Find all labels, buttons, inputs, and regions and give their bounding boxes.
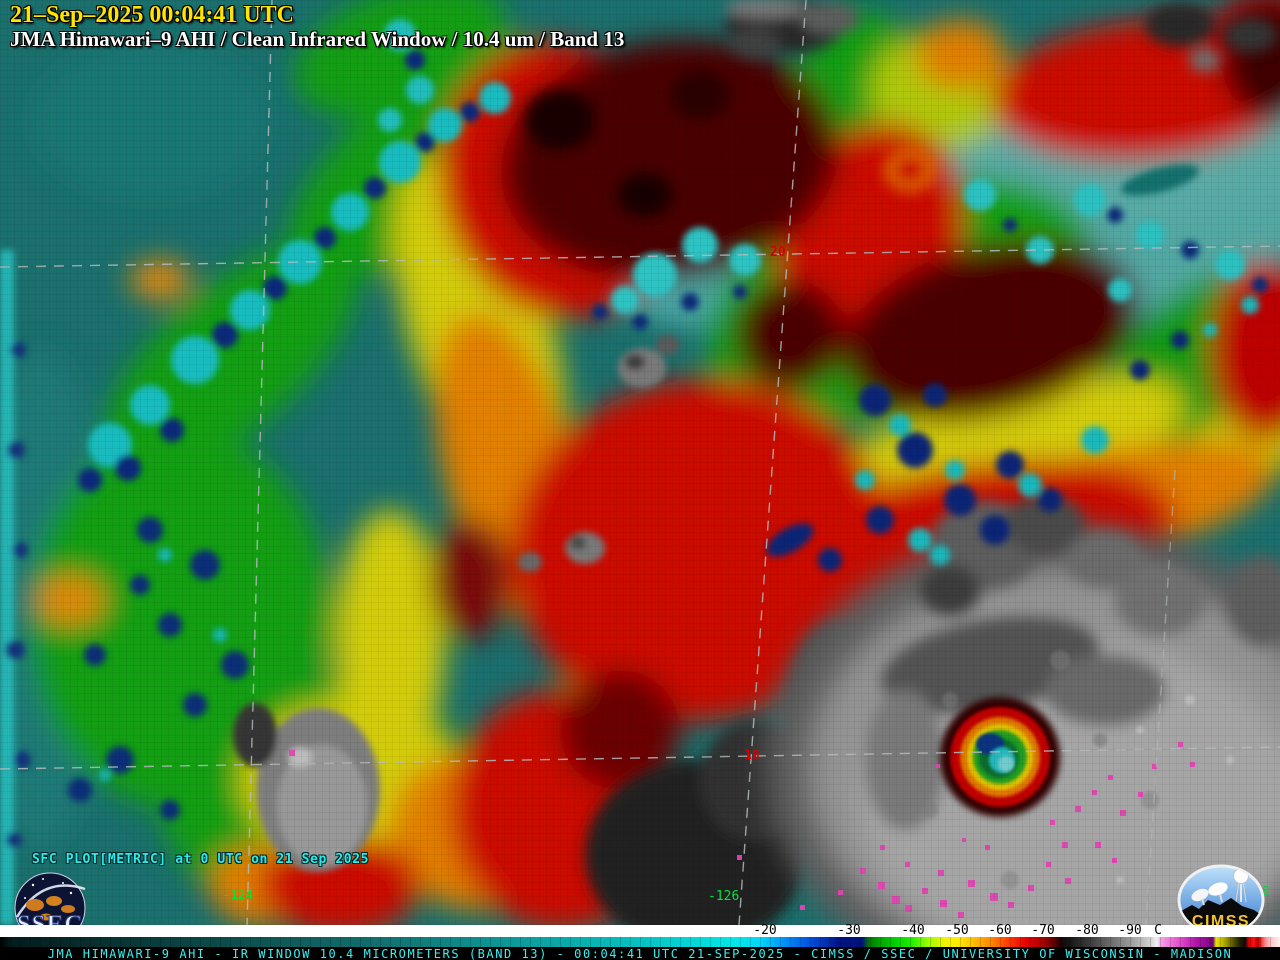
colorbar-tick: -60 bbox=[988, 923, 1012, 938]
colorbar-tick: -50 bbox=[945, 923, 969, 938]
colorbar-tick: -30 bbox=[837, 923, 861, 938]
colorbar-tick: -80 bbox=[1075, 923, 1099, 938]
timestamp: 21–Sep–2025 00:04:41 UTC bbox=[10, 2, 295, 28]
cimss-logo-art bbox=[1180, 868, 1262, 925]
colorbar-unit: C bbox=[1154, 923, 1162, 938]
cimss-logo-text: CIMSS bbox=[1192, 913, 1250, 925]
sfc-plot-label: SFC PLOT[METRIC] at 0 UTC on 21 Sep 2025 bbox=[32, 852, 370, 867]
longitude-128-line bbox=[1145, 469, 1176, 925]
page-title: JMA Himawari–9 AHI / Clean Infrared Wind… bbox=[10, 27, 625, 51]
colorbar-tick: -20 bbox=[753, 923, 777, 938]
latitude-20-line bbox=[0, 245, 1280, 268]
image-grain bbox=[0, 0, 1280, 925]
ssec-logo-text: SSEC bbox=[17, 911, 84, 925]
colorbar-tick: -90 bbox=[1118, 923, 1142, 938]
colorbar-tick: -70 bbox=[1031, 923, 1055, 938]
latitude-18-line bbox=[0, 746, 1280, 770]
ssec-logo-globe bbox=[15, 878, 86, 921]
satellite-image bbox=[0, 0, 1280, 925]
temperature-colorbar bbox=[0, 937, 1280, 947]
footer-bar: JMA HIMAWARI-9 AHI - IR WINDOW 10.4 MICR… bbox=[0, 947, 1280, 960]
lon-label-126: -126 bbox=[708, 889, 740, 904]
cimss-logo: CIMSS bbox=[1176, 864, 1266, 925]
lat-label-20: 20 bbox=[770, 245, 786, 260]
station-report: 8 bbox=[1262, 884, 1270, 898]
colorbar-tick: -40 bbox=[901, 923, 925, 938]
colorbar-tick-strip: -20 -30 -40 -50 -60 -70 -80 -90 C bbox=[0, 923, 1280, 938]
lat-label-18: 18 bbox=[744, 748, 760, 763]
footer-caption: JMA HIMAWARI-9 AHI - IR WINDOW 10.4 MICR… bbox=[47, 946, 1233, 960]
ssec-logo: SSEC bbox=[12, 872, 88, 925]
lon-label-124: -124 bbox=[222, 888, 254, 903]
latlon-gridlines bbox=[0, 0, 1280, 925]
